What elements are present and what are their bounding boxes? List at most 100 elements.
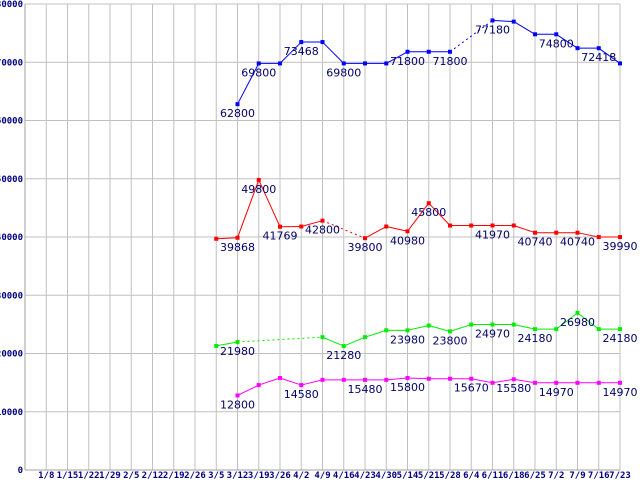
- series-segment: [407, 202, 430, 232]
- data-point: [299, 40, 304, 45]
- data-point: [511, 377, 516, 382]
- series-segment: [343, 336, 366, 347]
- data-label: 21280: [326, 349, 361, 362]
- data-point: [511, 322, 516, 327]
- x-tick-label: 4/2: [293, 471, 309, 480]
- data-point: [363, 377, 367, 382]
- y-tick-label: 60000: [0, 117, 23, 127]
- series-segment: [301, 220, 323, 227]
- series-segment: [555, 312, 578, 330]
- data-point: [554, 327, 559, 332]
- data-point: [511, 223, 516, 228]
- data-point: [405, 229, 410, 234]
- data-point: [426, 323, 431, 328]
- x-tick-label: 6/11: [482, 471, 504, 480]
- data-label: 24180: [518, 332, 553, 345]
- x-tick-label: 2/5: [123, 471, 139, 480]
- data-point: [469, 223, 474, 228]
- series-segment: [279, 377, 302, 386]
- series-segment: [216, 341, 238, 347]
- data-label: 21980: [220, 345, 255, 358]
- data-label: 15670: [454, 382, 489, 395]
- series-green: [214, 310, 622, 349]
- series-segment: [577, 232, 599, 238]
- data-point: [235, 235, 240, 240]
- series-segment: [449, 324, 472, 332]
- y-tick-label: 80000: [0, 0, 23, 10]
- data-labels: 62800 69800 73468 69800 71800 71800 77180 74800…: [220, 23, 638, 411]
- series-segment: [428, 202, 451, 226]
- data-point: [490, 380, 495, 385]
- series-segment-dotted: [449, 20, 493, 53]
- data-point: [384, 224, 389, 229]
- data-point: [341, 377, 346, 382]
- data-point: [575, 230, 580, 235]
- y-tick-label: 50000: [0, 175, 23, 185]
- data-label: 69800: [326, 66, 361, 79]
- data-point: [426, 49, 431, 54]
- series-segment: [407, 377, 429, 380]
- data-point: [384, 377, 389, 382]
- x-tick-label: 3/12: [227, 471, 249, 480]
- data-point: [363, 335, 367, 340]
- series-segment: [492, 378, 514, 384]
- x-tick-label: 4/30: [375, 471, 397, 480]
- data-point: [448, 329, 452, 334]
- data-point: [278, 224, 282, 229]
- data-point: [618, 235, 622, 240]
- data-label: 71800: [390, 55, 425, 68]
- x-tick-label: 7/23: [609, 471, 631, 480]
- data-point: [256, 383, 261, 388]
- series-segment: [216, 237, 238, 240]
- data-label: 40740: [518, 236, 553, 249]
- data-point: [256, 61, 261, 66]
- data-point: [363, 236, 367, 241]
- data-label: 69800: [241, 66, 276, 79]
- x-tick-label: 1/8: [38, 471, 54, 480]
- x-tick-label: 4/23: [354, 471, 376, 480]
- data-point: [575, 380, 580, 385]
- data-label: 77180: [475, 23, 510, 36]
- series-segment: [237, 63, 260, 105]
- series-segment: [279, 41, 302, 64]
- x-tick-label: 3/26: [269, 471, 291, 480]
- x-tick-label: 5/21: [418, 471, 440, 480]
- series-blue: [235, 18, 622, 107]
- data-point: [448, 376, 452, 381]
- series-segment: [237, 384, 259, 396]
- data-point: [575, 310, 580, 315]
- data-label: 72418: [581, 51, 616, 64]
- x-tick-label: 6/4: [463, 471, 480, 480]
- data-point: [384, 61, 389, 66]
- data-label: 71800: [433, 55, 468, 68]
- data-point: [533, 327, 537, 332]
- y-tick-label: 40000: [0, 233, 23, 243]
- data-label: 15580: [496, 382, 531, 395]
- data-label: 24180: [603, 332, 638, 345]
- data-point: [618, 327, 622, 332]
- data-point: [511, 19, 516, 24]
- data-label: 42800: [305, 224, 340, 237]
- data-point: [554, 32, 559, 37]
- data-label: 23800: [433, 334, 468, 347]
- data-point: [320, 218, 325, 223]
- series-segment: [364, 226, 387, 239]
- x-tick-label: 6/25: [524, 471, 546, 480]
- data-point: [235, 393, 240, 398]
- series-segment: [364, 329, 387, 338]
- series-segment: [428, 325, 451, 332]
- data-label: 41769: [263, 230, 298, 243]
- x-axis: 1/8 1/15 1/22 1/29 2/5 2/12 2/19 2/26 3/5 3/12 3/1…: [38, 471, 631, 480]
- data-point: [618, 61, 622, 66]
- series-segment: [386, 51, 408, 64]
- data-label: 24970: [475, 328, 510, 341]
- data-point: [618, 380, 622, 385]
- data-point: [235, 102, 240, 107]
- data-label: 73468: [284, 45, 319, 58]
- series-segment: [322, 41, 345, 64]
- data-point: [533, 32, 537, 37]
- data-point: [235, 339, 240, 344]
- y-tick-label: 70000: [0, 58, 23, 68]
- y-tick-label: 20000: [0, 350, 23, 360]
